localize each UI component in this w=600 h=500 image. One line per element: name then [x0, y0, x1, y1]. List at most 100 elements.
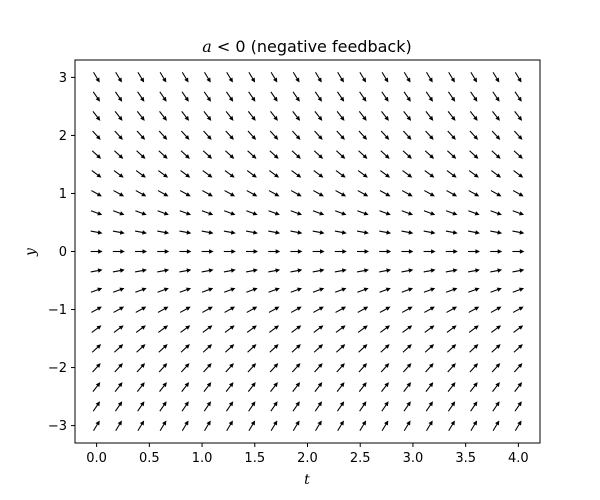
field-arrow: [491, 325, 502, 333]
field-arrow: [91, 306, 102, 313]
field-arrow: [513, 150, 523, 159]
field-arrow: [268, 210, 280, 216]
field-arrow: [92, 111, 101, 121]
field-arrow: [491, 150, 501, 159]
field-arrow: [114, 150, 124, 159]
field-arrow: [401, 287, 414, 293]
field-arrow: [423, 249, 436, 254]
field-arrow: [268, 249, 281, 254]
field-arrow: [268, 268, 281, 273]
field-arrow: [403, 382, 412, 392]
field-arrow: [247, 111, 256, 121]
field-arrow: [203, 111, 212, 121]
field-arrow: [135, 170, 146, 178]
field-arrow: [469, 150, 479, 159]
field-arrow: [157, 249, 170, 254]
field-arrow: [135, 249, 148, 254]
field-arrow: [202, 306, 213, 313]
field-arrow: [157, 230, 170, 235]
field-arrow: [269, 325, 280, 333]
field-arrow: [270, 420, 278, 432]
x-tick-label: 0.5: [139, 451, 160, 466]
field-arrow: [114, 401, 123, 412]
field-arrow: [225, 382, 234, 392]
field-arrow: [334, 287, 347, 293]
field-arrow: [336, 130, 345, 140]
field-arrow: [379, 230, 392, 235]
field-arrow: [135, 306, 147, 313]
field-arrow: [158, 170, 169, 178]
field-arrow: [292, 91, 300, 102]
y-axis-label: y: [23, 247, 39, 257]
x-tick-label: 2.0: [297, 451, 318, 466]
field-arrow: [469, 111, 478, 121]
field-arrow: [223, 230, 236, 235]
field-arrow: [468, 325, 479, 333]
field-arrow: [247, 344, 257, 353]
field-arrow: [467, 249, 480, 254]
field-arrow: [358, 382, 367, 392]
field-arrow: [337, 71, 344, 83]
field-arrow: [512, 190, 524, 197]
field-arrow: [225, 363, 234, 373]
field-arrow: [203, 382, 212, 392]
field-arrow: [490, 287, 502, 293]
field-arrow: [401, 268, 414, 273]
field-arrow: [159, 420, 167, 432]
field-arrow: [136, 130, 146, 140]
x-axis-ticks: 0.0 0.5 1.0 1.5 2.0 2.5 3.0 3.5 4.0: [86, 443, 529, 466]
field-arrow: [334, 268, 347, 273]
field-arrow: [90, 287, 103, 293]
field-arrow: [336, 382, 345, 392]
field-arrow: [247, 382, 256, 392]
field-arrow: [201, 287, 214, 293]
field-arrow: [402, 344, 412, 353]
field-arrow: [179, 210, 192, 216]
field-arrow: [336, 111, 345, 121]
field-arrow: [225, 344, 235, 353]
field-arrow: [358, 130, 368, 140]
field-arrow: [112, 230, 125, 235]
field-arrow: [424, 344, 435, 353]
field-arrow: [112, 287, 125, 293]
field-arrow: [314, 382, 323, 392]
field-arrow: [313, 170, 324, 178]
field-arrow: [379, 249, 392, 254]
field-arrow: [246, 230, 258, 235]
field-arrow: [380, 344, 390, 353]
field-arrow: [290, 190, 302, 197]
field-arrow: [379, 190, 391, 197]
field-arrow: [423, 268, 436, 273]
field-arrow: [334, 230, 347, 235]
field-arrow: [491, 170, 502, 178]
field-arrow: [246, 287, 258, 293]
field-arrow: [513, 325, 524, 333]
field-arrow: [469, 382, 478, 392]
field-arrow: [314, 91, 322, 102]
field-arrow: [291, 325, 302, 333]
field-arrow: [114, 382, 123, 392]
field-arrow: [223, 210, 236, 216]
field-arrow: [113, 190, 125, 197]
field-arrow: [313, 344, 324, 353]
field-arrow: [425, 363, 434, 373]
field-arrow: [379, 210, 391, 216]
field-arrow: [446, 150, 457, 159]
field-arrow: [292, 382, 301, 392]
field-arrow: [513, 130, 523, 140]
field-arrow: [180, 170, 191, 178]
field-arrow: [490, 268, 503, 273]
field-arrow: [426, 71, 433, 83]
field-arrow: [402, 325, 413, 333]
field-arrow: [468, 190, 480, 197]
field-arrow: [468, 306, 480, 313]
field-arrow: [91, 325, 102, 333]
field-arrow: [202, 170, 213, 178]
y-tick-label: 1: [59, 187, 67, 202]
field-arrow: [90, 230, 103, 235]
field-arrow: [470, 420, 478, 432]
field-arrow: [446, 170, 457, 178]
field-arrow: [381, 401, 389, 412]
field-arrow: [246, 306, 258, 313]
field-arrow: [181, 420, 189, 432]
